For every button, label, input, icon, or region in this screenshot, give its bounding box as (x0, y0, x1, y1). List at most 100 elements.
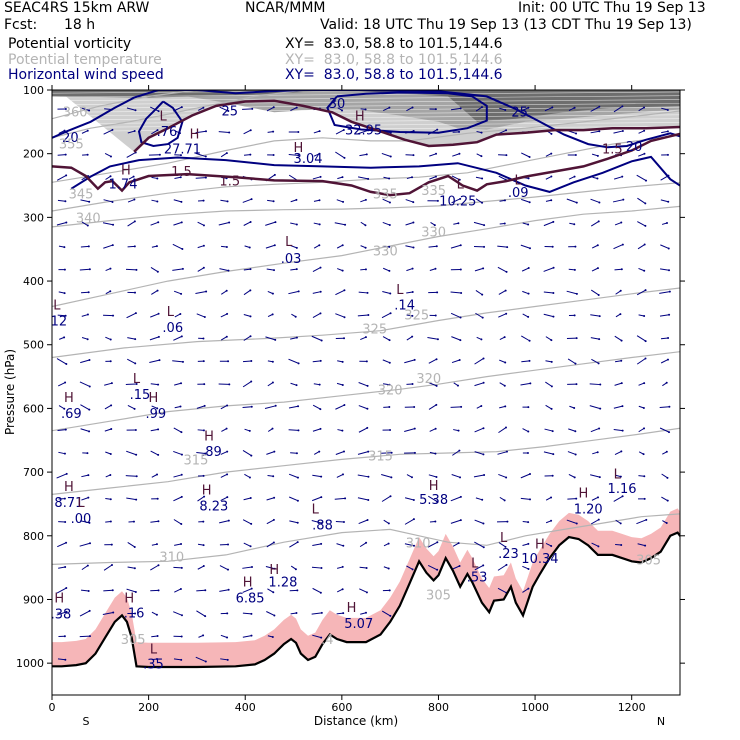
extremum-value: 8.23 (199, 499, 228, 514)
wind-vector-head (483, 474, 486, 477)
wind-contour-20 (52, 90, 680, 149)
wind-vector (56, 473, 67, 479)
wind-vector (336, 473, 344, 478)
wind-vector (56, 587, 67, 594)
wind-vector-head (643, 106, 646, 109)
wind-vector-head (411, 314, 414, 317)
field-name-wind: Horizontal wind speed (8, 67, 164, 83)
wind-vector-head (157, 453, 160, 456)
wind-vector (312, 312, 321, 318)
wind-vector-head (598, 130, 601, 133)
wind-vector-head (459, 244, 462, 247)
wind-vector-head (135, 268, 138, 271)
wind-vector (149, 336, 160, 341)
wind-vector (150, 450, 159, 456)
wind-vector (56, 174, 67, 181)
wind-vector (81, 474, 89, 478)
extremum-value: .35 (143, 657, 164, 672)
wind-vector (174, 588, 182, 593)
wind-vector-head (65, 472, 68, 475)
wind-vector-head (411, 335, 414, 338)
theta-contour-325 (52, 287, 680, 359)
wind-vector-head (388, 589, 391, 592)
wind-vector-head (318, 244, 321, 247)
wind-vector-head (460, 405, 463, 408)
wind-vector (591, 358, 599, 364)
wind-vector-head (458, 152, 461, 155)
wind-vector-head (249, 545, 252, 548)
contour-label: 325 (362, 322, 387, 337)
wind-vector-head (155, 613, 158, 616)
wind-vector-head (319, 175, 322, 178)
wind-vector-head (434, 175, 437, 178)
wind-vector-head (343, 316, 346, 319)
wind-vector (220, 451, 228, 455)
wind-vector (590, 130, 600, 134)
wind-vector-head (527, 292, 530, 295)
wind-vector-head (411, 106, 414, 109)
wind-vector-head (133, 198, 136, 201)
wind-vector-head (249, 289, 252, 292)
wind-vector (497, 266, 507, 273)
wind-vector-head (111, 589, 114, 592)
wind-vector (382, 291, 391, 294)
wind-vector (335, 129, 345, 135)
wind-vector (428, 382, 437, 387)
wind-vector (197, 429, 204, 431)
wind-vector-head (412, 154, 415, 157)
wind-vector (81, 497, 89, 501)
wind-vector (450, 519, 461, 524)
wind-vector-head (225, 427, 228, 430)
wind-vector-head (459, 339, 462, 342)
wind-vector-head (180, 473, 183, 476)
wind-vector-head (273, 567, 276, 570)
theta-contours (52, 90, 680, 565)
wind-vector-head (320, 475, 323, 478)
wind-vector (336, 244, 343, 249)
wind-vector-head (87, 474, 90, 477)
wind-vector-head (179, 405, 182, 408)
wind-vector (357, 451, 369, 455)
wind-vector-head (622, 198, 625, 201)
contour-label: 360 (63, 106, 88, 121)
extremum-marker: H (124, 592, 134, 607)
wind-vector-head (668, 431, 671, 434)
wind-vector (126, 358, 136, 364)
wind-vector (172, 268, 183, 271)
wind-vector-head (434, 108, 437, 111)
extremum-value: 5.07 (344, 617, 373, 632)
x-tick-label: 600 (331, 701, 352, 714)
wind-vector-head (65, 610, 68, 613)
wind-vector-head (550, 132, 553, 135)
wind-vector-head (156, 289, 159, 292)
wind-vector (242, 449, 252, 457)
wind-vector (266, 611, 275, 616)
wind-vector (590, 314, 600, 317)
wind-vector (521, 152, 530, 158)
wind-vector-head (181, 267, 184, 270)
wind-vector (474, 427, 484, 433)
wind-vector (358, 405, 368, 410)
wind-vector-head (527, 106, 530, 109)
wind-vector (172, 360, 184, 363)
wind-vector (266, 106, 274, 112)
y-tick-label: 100 (23, 84, 44, 97)
wind-vector-head (388, 224, 391, 227)
wind-vector (357, 314, 369, 317)
wind-vector (381, 312, 391, 319)
wind-vector-head (619, 475, 622, 478)
wind-vector (220, 658, 228, 661)
wind-vector-head (296, 541, 299, 544)
wind-vector-head (63, 129, 66, 132)
wind-vector-head (341, 429, 344, 432)
wind-vector (544, 106, 553, 112)
wind-vector-head (505, 129, 508, 132)
wind-vector-head (180, 335, 183, 338)
wind-vector-head (575, 132, 578, 135)
wind-vector-head (412, 129, 415, 132)
wind-vector (219, 565, 229, 571)
wind-vector (242, 635, 252, 638)
contour-label: 335 (373, 187, 398, 202)
extremum-value: 10.34 (521, 552, 558, 567)
wind-vector-head (365, 360, 368, 363)
